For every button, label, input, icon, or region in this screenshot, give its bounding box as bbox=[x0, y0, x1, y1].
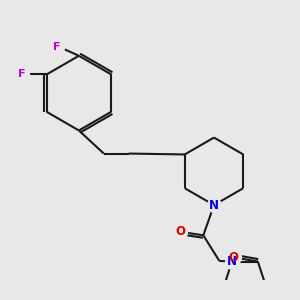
Text: N: N bbox=[227, 255, 237, 268]
Text: O: O bbox=[229, 251, 239, 264]
Text: F: F bbox=[18, 70, 26, 80]
Text: O: O bbox=[175, 225, 185, 238]
Text: N: N bbox=[209, 199, 219, 212]
Text: F: F bbox=[53, 42, 60, 52]
